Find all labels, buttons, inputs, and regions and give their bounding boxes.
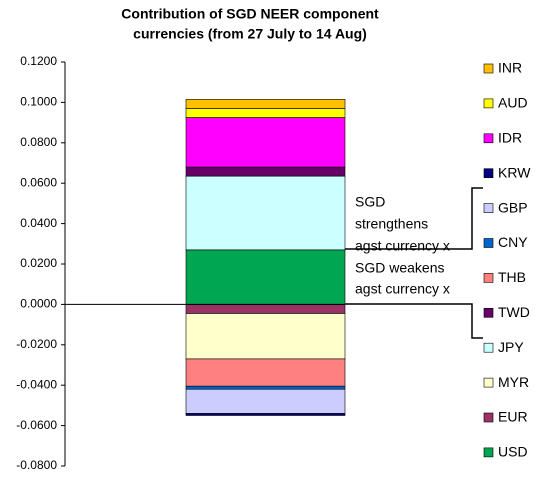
bar-segment — [185, 385, 346, 390]
annotation: agst currency x — [355, 238, 450, 254]
bar-segment — [185, 388, 346, 414]
bar-segment — [185, 249, 346, 305]
y-tick-label: 0.1200 — [20, 54, 57, 68]
bar-segment — [185, 99, 346, 109]
legend-label: MYR — [498, 374, 529, 390]
legend-label: JPY — [498, 339, 524, 355]
legend-label: EUR — [498, 409, 528, 425]
bar-segment — [185, 313, 346, 360]
y-tick-label: 0.0600 — [20, 175, 57, 189]
annotation: strengthens — [355, 216, 428, 232]
bar-segment — [185, 413, 346, 416]
legend-swatch — [483, 238, 494, 248]
y-tick-label: 0.0000 — [20, 297, 57, 311]
bar-segment — [185, 175, 346, 251]
legend-label: IDR — [498, 130, 522, 146]
legend-label: USD — [498, 444, 528, 460]
y-tick-label: 0.0400 — [20, 216, 57, 230]
legend-swatch — [483, 377, 494, 388]
legend-swatch — [483, 63, 494, 74]
legend-swatch — [483, 98, 494, 109]
y-tick-label: -0.0400 — [16, 377, 57, 391]
chart-title: Contribution of SGD NEER component — [121, 6, 379, 22]
annotation: agst currency x — [355, 281, 450, 297]
y-tick-label: -0.0800 — [16, 458, 57, 472]
legend-label: GBP — [498, 199, 528, 215]
legend-label: KRW — [498, 164, 531, 180]
bar-segment — [185, 304, 346, 314]
legend-swatch — [483, 203, 494, 213]
legend-label: THB — [498, 269, 526, 285]
legend-swatch — [483, 307, 494, 318]
y-tick-label: -0.0600 — [16, 418, 57, 432]
y-tick-label: -0.0200 — [16, 337, 57, 351]
legend-swatch — [483, 273, 494, 283]
chart-title: currencies (from 27 July to 14 Aug) — [133, 26, 367, 42]
y-tick-label: 0.0200 — [20, 256, 57, 270]
legend-label: INR — [498, 60, 522, 76]
bracket — [345, 187, 483, 250]
y-tick-label: 0.1000 — [20, 95, 57, 109]
legend-swatch — [483, 447, 494, 458]
bar-segment — [185, 166, 346, 177]
legend-swatch — [483, 168, 494, 178]
annotation: SGD — [355, 194, 385, 210]
legend-label: AUD — [498, 95, 528, 111]
legend-swatch — [483, 133, 494, 144]
legend-swatch — [483, 412, 494, 423]
y-tick-label: 0.0800 — [20, 135, 57, 149]
legend-label: TWD — [498, 304, 530, 320]
bar-segment — [185, 358, 346, 387]
bracket — [345, 303, 483, 339]
legend-swatch — [483, 342, 494, 353]
annotation: SGD weakens — [355, 260, 444, 276]
bar-segment — [185, 117, 346, 168]
bar-segment — [185, 108, 346, 118]
legend-label: CNY — [498, 234, 528, 250]
